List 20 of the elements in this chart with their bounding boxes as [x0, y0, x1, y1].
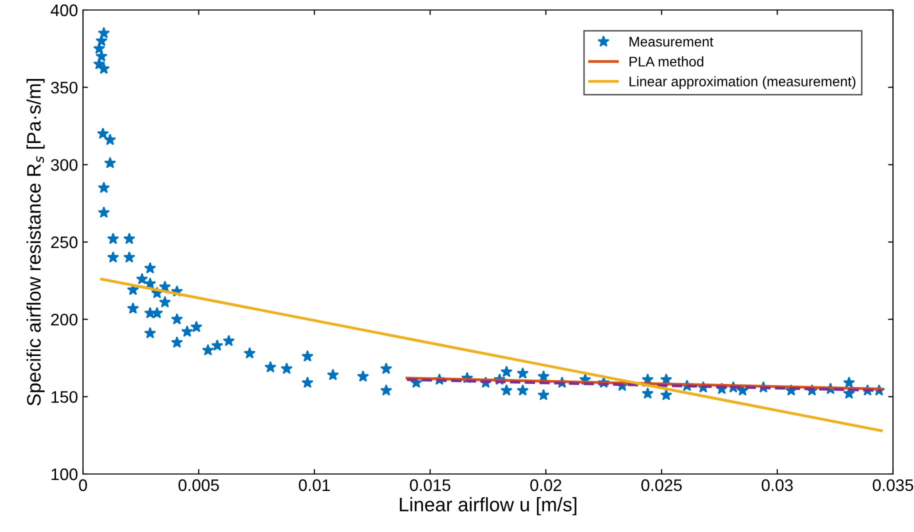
- y-tick-label: 250: [51, 236, 78, 248]
- legend-label: Linear approximation (measurement): [630, 76, 856, 90]
- x-tick-label: 0.03: [762, 479, 793, 492]
- y-tick-label: 350: [50, 82, 78, 94]
- x-tick-label: 0.015: [410, 479, 450, 492]
- y-tick-label: 200: [51, 314, 78, 326]
- y-tick-label: 400: [50, 4, 78, 16]
- y-axis-title: Specific airflow resistance R$_{s}$ [Pa·s/m]: [26, 79, 45, 406]
- legend-label: Measurement: [630, 36, 714, 47]
- x-tick-label: 0.035: [872, 479, 914, 492]
- x-tick-label: 0.01: [298, 479, 330, 492]
- x-tick-label: 0.02: [530, 479, 562, 492]
- x-tick-label: 0.005: [178, 479, 219, 492]
- x-axis-title: Linear airflow u [m/s]: [400, 497, 576, 516]
- y-tick-label: 150: [52, 391, 78, 403]
- x-tick-label: 0: [79, 479, 87, 492]
- legend-label: PLA method: [630, 56, 704, 67]
- y-tick-label: 100: [52, 468, 78, 480]
- x-tick-label: 0.025: [641, 479, 682, 492]
- y-tick-label: 300: [50, 159, 78, 171]
